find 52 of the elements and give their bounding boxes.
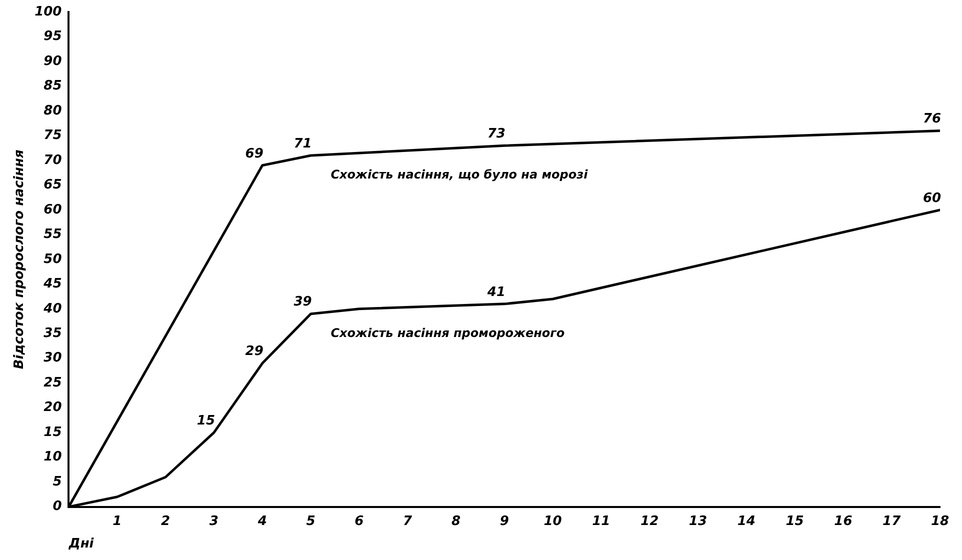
x-tick-label: 1	[112, 514, 122, 529]
data-label: 41	[486, 284, 506, 300]
x-tick-label: 18	[930, 514, 950, 529]
y-tick-label: 95	[44, 29, 62, 44]
data-label: 73	[487, 126, 506, 142]
data-label: 29	[245, 344, 264, 360]
y-tick-label: 75	[44, 128, 62, 144]
y-tick-label: 50	[44, 252, 62, 267]
y-tick-label: 60	[44, 202, 62, 218]
data-label: 39	[294, 294, 312, 310]
x-tick-label: 6	[354, 514, 364, 529]
series-label: Схожість насіння промороженого	[330, 326, 565, 340]
y-tick-label: 0	[52, 499, 62, 514]
x-tick-label: 9	[500, 514, 509, 529]
x-tick-label: 15	[786, 514, 804, 529]
x-tick-label: 11	[592, 514, 610, 529]
x-tick-label: 7	[403, 514, 414, 529]
y-tick-label: 85	[44, 78, 62, 94]
y-tick-label: 15	[44, 424, 62, 440]
y-tick-label: 80	[44, 103, 62, 118]
y-tick-label: 100	[34, 4, 62, 20]
y-tick-label: 20	[44, 400, 62, 416]
x-tick-label: 2	[161, 514, 170, 529]
y-tick-label: 55	[44, 227, 62, 242]
y-tick-label: 5	[52, 474, 62, 490]
y-tick-label: 65	[44, 178, 62, 193]
x-tick-label: 4	[256, 514, 267, 529]
y-tick-label: 45	[42, 276, 62, 292]
data-label: 15	[196, 413, 215, 428]
x-tick-label: 17	[882, 514, 902, 529]
y-tick-label: 10	[44, 450, 62, 465]
y-tick-label: 90	[44, 54, 62, 69]
x-tick-label: 10	[544, 514, 562, 529]
x-tick-label: 13	[688, 514, 708, 529]
data-label: 60	[922, 190, 942, 206]
x-axis-title: Дні	[68, 536, 94, 552]
y-axis-title: Відсоток пророслого насіння	[12, 150, 28, 370]
data-label: 69	[245, 146, 264, 162]
data-label: 71	[294, 136, 312, 152]
data-label: 76	[922, 112, 942, 127]
y-tick-label: 70	[44, 152, 62, 168]
x-tick-label: 8	[451, 514, 460, 529]
y-tick-label: 40	[42, 301, 62, 316]
x-tick-label: 16	[834, 514, 852, 529]
series-label: Схожість насіння, що було на морозі	[330, 168, 589, 182]
x-tick-label: 12	[640, 514, 659, 529]
y-tick-label: 30	[44, 350, 62, 366]
y-tick-label: 35	[44, 326, 62, 341]
x-tick-label: 3	[209, 514, 218, 529]
x-tick-label: 5	[306, 514, 316, 529]
y-tick-label: 25	[44, 375, 62, 390]
x-tick-label: 14	[737, 514, 756, 529]
